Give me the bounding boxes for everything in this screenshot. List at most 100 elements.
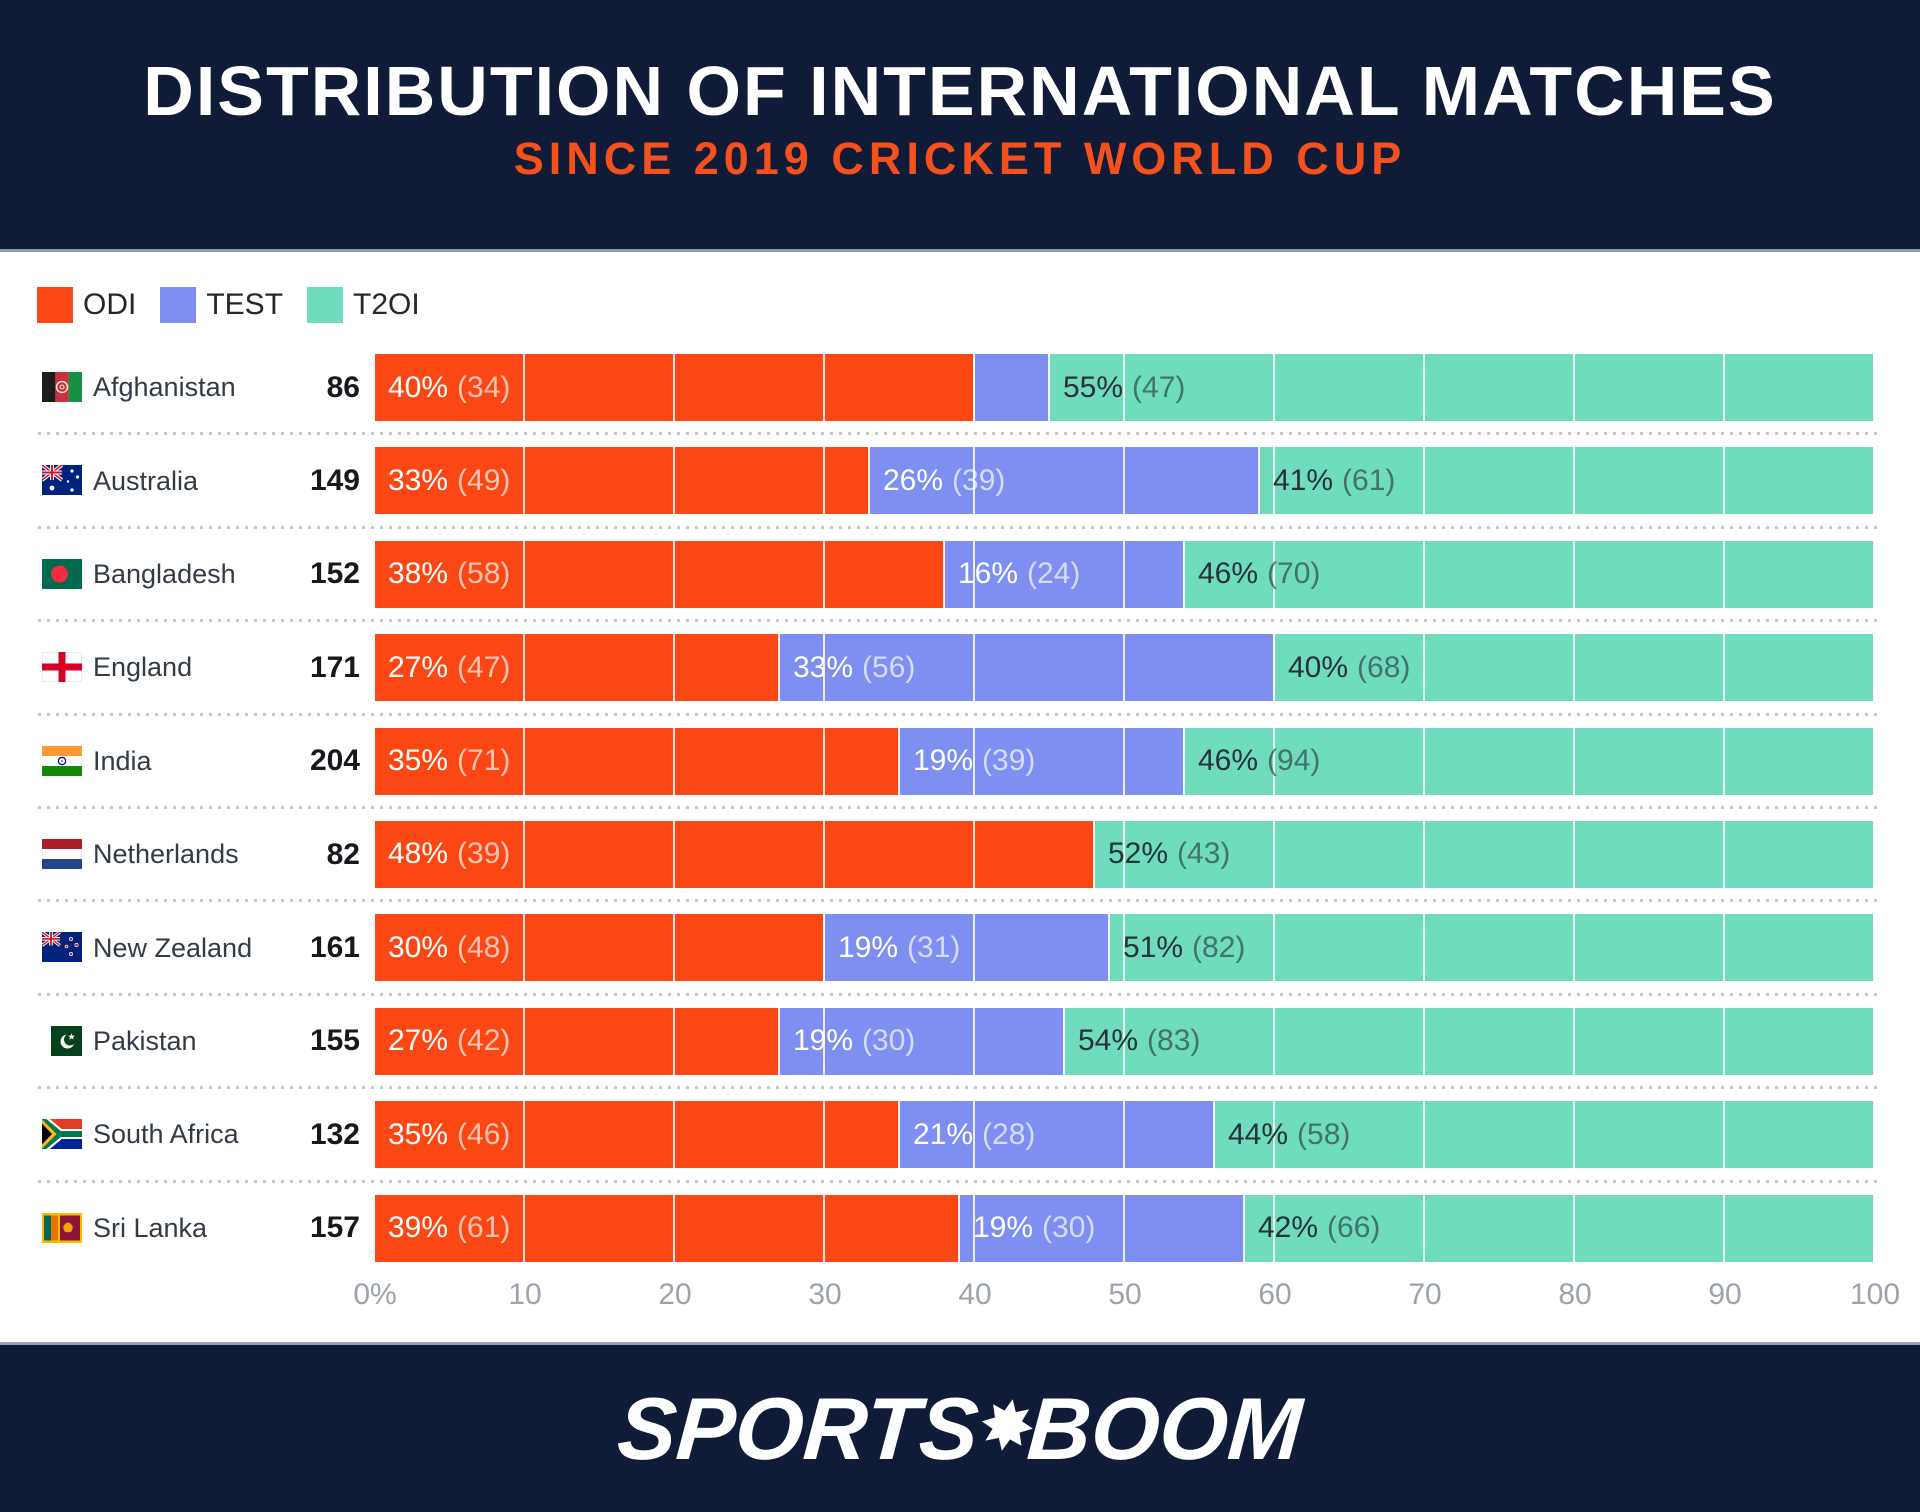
segment-percent-label: 19% bbox=[793, 1024, 854, 1058]
segment-percent-label: 38% bbox=[388, 557, 449, 591]
segment-count-label: (47) bbox=[457, 650, 511, 684]
flag-south-africa-icon bbox=[42, 1119, 82, 1150]
segment-percent-label: 44% bbox=[1228, 1117, 1289, 1151]
match-count: 155 bbox=[309, 1024, 360, 1058]
segment-count-label: (61) bbox=[1342, 463, 1396, 497]
flag-pakistan-icon bbox=[42, 1025, 82, 1056]
stacked-bar: 27% (47) 33% (56) 40% (68) bbox=[375, 634, 1875, 702]
legend: ODI TEST T2OI bbox=[37, 287, 420, 323]
logo-text-boom: BOOM bbox=[1024, 1378, 1306, 1478]
country-name: Australia bbox=[93, 465, 199, 496]
bar-segment-test: 33% (56) bbox=[780, 634, 1275, 702]
stacked-bar: 40% (34) 55% (47) bbox=[375, 354, 1875, 421]
x-axis-tick: 50 bbox=[1108, 1278, 1142, 1311]
segment-count-label: (66) bbox=[1327, 1211, 1381, 1245]
country-name: South Africa bbox=[93, 1119, 239, 1150]
segment-count-label: (34) bbox=[457, 370, 511, 404]
segment-percent-label: 21% bbox=[913, 1117, 974, 1151]
segment-percent-label: 48% bbox=[388, 837, 449, 871]
flag-afghanistan-icon bbox=[42, 372, 82, 402]
legend-label: TEST bbox=[206, 288, 284, 321]
x-axis-tick: 60 bbox=[1258, 1278, 1292, 1311]
stacked-bar: 38% (58) 16% (24) 46% (70) bbox=[375, 540, 1875, 608]
segment-count-label: (58) bbox=[1297, 1117, 1351, 1151]
segment-percent-label: 40% bbox=[1288, 650, 1349, 684]
bar-segment-odi: 35% (46) bbox=[375, 1101, 900, 1169]
footer: SPORTS ✸ BOOM bbox=[0, 1342, 1920, 1512]
legend-item-odi: ODI bbox=[37, 287, 136, 323]
segment-count-label: (49) bbox=[457, 463, 511, 497]
page-title: DISTRIBUTION OF INTERNATIONAL MATCHES bbox=[143, 52, 1777, 130]
segment-count-label: (56) bbox=[862, 650, 916, 684]
segment-percent-label: 46% bbox=[1198, 557, 1259, 591]
segment-percent-label: 39% bbox=[388, 1211, 449, 1245]
match-count: 86 bbox=[326, 370, 360, 404]
segment-count-label: (70) bbox=[1267, 557, 1321, 591]
segment-count-label: (24) bbox=[1027, 557, 1081, 591]
legend-label: ODI bbox=[83, 288, 137, 321]
bar-segment-t2oi: 42% (66) bbox=[1245, 1194, 1875, 1262]
legend-swatch-odi bbox=[37, 287, 73, 323]
country-name: New Zealand bbox=[93, 932, 253, 963]
segment-count-label: (83) bbox=[1147, 1024, 1201, 1058]
segment-percent-label: 33% bbox=[388, 463, 449, 497]
match-count: 204 bbox=[309, 744, 360, 778]
legend-item-test: TEST bbox=[160, 287, 283, 323]
segment-count-label: (94) bbox=[1267, 744, 1321, 778]
segment-percent-label: 55% bbox=[1063, 370, 1124, 404]
segment-count-label: (28) bbox=[982, 1117, 1036, 1151]
match-count: 152 bbox=[309, 557, 360, 591]
legend-swatch-test bbox=[160, 287, 197, 323]
country-name: Netherlands bbox=[93, 839, 239, 870]
segment-percent-label: 41% bbox=[1273, 463, 1334, 497]
x-axis-tick: 100 bbox=[1849, 1278, 1901, 1311]
bar-segment-odi: 48% (39) bbox=[375, 820, 1095, 888]
segment-percent-label: 19% bbox=[838, 930, 899, 964]
country-row: England 171 27% (47) 33% (56) 40% (68) bbox=[38, 619, 1880, 714]
segment-percent-label: 40% bbox=[388, 370, 449, 404]
stacked-bar: 39% (61) 19% (30) 42% (66) bbox=[375, 1194, 1875, 1262]
bar-segment-odi: 27% (42) bbox=[375, 1007, 780, 1075]
bar-segment-test: 19% (30) bbox=[960, 1194, 1245, 1262]
x-axis-tick: 90 bbox=[1708, 1278, 1742, 1311]
x-axis-tick: 70 bbox=[1408, 1278, 1442, 1311]
flag-sri-lanka-icon bbox=[42, 1212, 82, 1243]
segment-count-label: (30) bbox=[862, 1024, 916, 1058]
segment-percent-label: 27% bbox=[388, 1024, 449, 1058]
segment-percent-label: 46% bbox=[1198, 744, 1259, 778]
stacked-bar-chart: Afghanistan 86 40% (34) 55% (47) Australia 149 3… bbox=[38, 341, 1880, 1275]
segment-percent-label: 19% bbox=[973, 1211, 1034, 1245]
x-axis-tick: 10 bbox=[508, 1278, 542, 1311]
country-name: Afghanistan bbox=[93, 372, 236, 403]
bar-segment-t2oi: 44% (58) bbox=[1215, 1101, 1875, 1169]
segment-count-label: (39) bbox=[952, 463, 1006, 497]
segment-count-label: (68) bbox=[1357, 650, 1411, 684]
segment-count-label: (30) bbox=[1042, 1211, 1096, 1245]
stacked-bar: 30% (48) 19% (31) 51% (82) bbox=[375, 914, 1875, 982]
bar-segment-t2oi: 52% (43) bbox=[1095, 820, 1875, 888]
stacked-bar: 33% (49) 26% (39) 41% (61) bbox=[375, 447, 1875, 515]
bar-segment-odi: 27% (47) bbox=[375, 634, 780, 702]
stacked-bar: 35% (46) 21% (28) 44% (58) bbox=[375, 1101, 1875, 1169]
bar-segment-test: 21% (28) bbox=[900, 1101, 1215, 1169]
segment-percent-label: 35% bbox=[388, 1117, 449, 1151]
segment-count-label: (43) bbox=[1177, 837, 1231, 871]
segment-count-label: (61) bbox=[457, 1211, 511, 1245]
bar-segment-odi: 30% (48) bbox=[375, 914, 825, 982]
segment-count-label: (58) bbox=[457, 557, 511, 591]
country-name: Pakistan bbox=[93, 1025, 197, 1056]
segment-count-label: (39) bbox=[457, 837, 511, 871]
country-name: Sri Lanka bbox=[93, 1212, 208, 1243]
country-row: Australia 149 33% (49) 26% (39) 41% (61) bbox=[38, 432, 1880, 527]
x-axis-tick: 0% bbox=[353, 1278, 397, 1311]
stacked-bar: 48% (39) 52% (43) bbox=[375, 820, 1875, 888]
segment-percent-label: 51% bbox=[1123, 930, 1184, 964]
country-name: England bbox=[93, 652, 193, 683]
bar-segment-test: 19% (30) bbox=[780, 1007, 1065, 1075]
flag-bangladesh-icon bbox=[42, 558, 82, 589]
bar-segment-t2oi: 46% (70) bbox=[1185, 540, 1875, 608]
segment-count-label: (42) bbox=[457, 1024, 511, 1058]
country-row: Bangladesh 152 38% (58) 16% (24) 46% (70) bbox=[38, 525, 1880, 621]
flag-australia-icon bbox=[42, 465, 82, 496]
flag-india-icon bbox=[42, 745, 82, 776]
